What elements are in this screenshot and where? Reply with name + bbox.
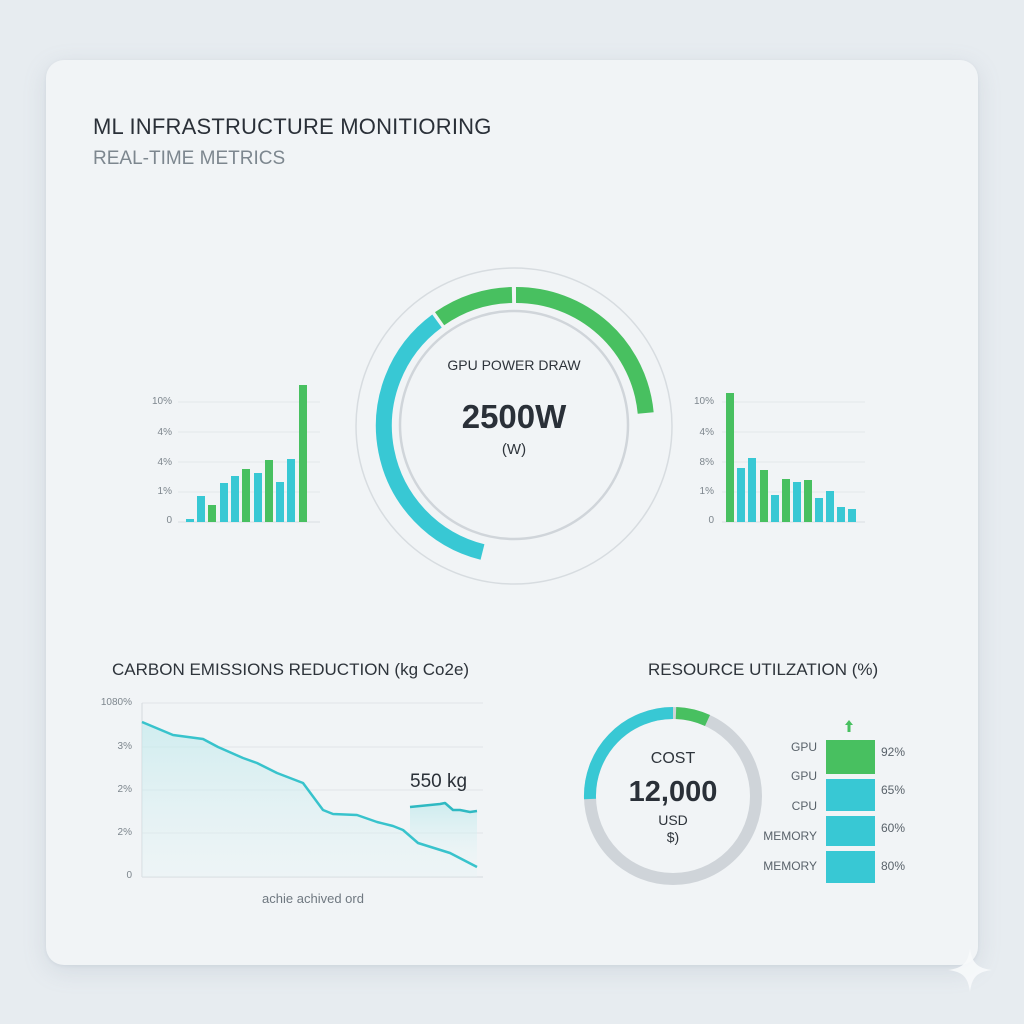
y-tick-label: 1% [157, 486, 172, 497]
y-tick-label: 1% [699, 486, 714, 497]
resource-title: RESOURCE UTILZATION (%) [648, 660, 879, 679]
y-tick-label: 8% [699, 457, 714, 468]
carbon-chart-title: CARBON EMISSIONS REDUCTION (kg Co2e) [112, 660, 470, 679]
y-tick-label: 10% [151, 396, 172, 407]
y-tick-label: 0 [708, 515, 714, 526]
row-label: GPU [790, 769, 817, 783]
carbon-x-caption: achie achived ord [262, 891, 364, 906]
gauge-unit: (W) [501, 441, 527, 458]
page-title: ML INFRASTRUCTURE MONITIORING [93, 114, 492, 139]
sparkle-icon [948, 948, 992, 992]
y-tick-label: 1080% [100, 697, 132, 708]
up-arrow-icon [845, 720, 853, 732]
stack-segment-cpu [826, 816, 875, 846]
donut-unit-secondary: $) [666, 829, 680, 845]
row-label: GPU [790, 740, 817, 754]
y-tick-label: 2% [117, 827, 132, 838]
donut-unit: USD [658, 812, 688, 828]
y-tick-label: 4% [699, 427, 714, 438]
y-tick-label: 3% [117, 741, 132, 752]
row-label: CPU [791, 799, 817, 813]
row-value: 65% [881, 783, 906, 797]
y-tick-label: 2% [117, 784, 132, 795]
y-tick-label: 0 [126, 870, 132, 881]
row-value: 92% [881, 745, 906, 759]
y-tick-label: 4% [157, 427, 172, 438]
page-subtitle: REAL-TIME METRICS [93, 148, 286, 169]
y-tick-label: 0 [166, 515, 172, 526]
carbon-annotation: 550 kg [410, 771, 468, 792]
stack-segment-gpu-2 [826, 779, 875, 811]
stack-segment-memory [826, 851, 875, 883]
donut-value: 12,000 [628, 776, 718, 808]
row-label: MEMORY [763, 859, 817, 873]
y-tick-label: 4% [157, 457, 172, 468]
y-tick-label: 10% [693, 396, 714, 407]
gauge-value: 2500W [461, 398, 567, 435]
stack-segment-gpu [826, 740, 875, 774]
row-label: MEMORY [763, 829, 817, 843]
donut-label: COST [650, 750, 696, 767]
gauge-label: GPU POWER DRAW [447, 357, 581, 373]
row-value: 80% [881, 859, 906, 873]
row-value: 60% [881, 821, 906, 835]
